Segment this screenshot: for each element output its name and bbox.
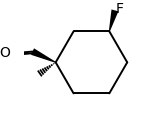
- Text: O: O: [0, 46, 10, 60]
- Polygon shape: [109, 9, 118, 32]
- Text: F: F: [116, 2, 124, 16]
- Polygon shape: [31, 48, 56, 63]
